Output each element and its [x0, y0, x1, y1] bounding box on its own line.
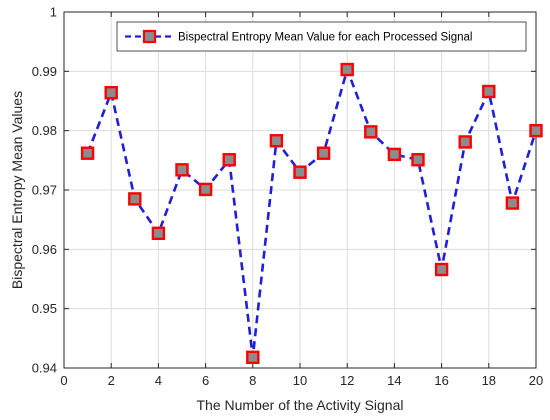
x-tick-label: 20: [529, 373, 543, 388]
y-tick-label: 1: [50, 5, 57, 20]
legend-label: Bispectral Entropy Mean Value for each P…: [178, 32, 472, 44]
data-point-marker: [482, 84, 496, 99]
data-point-marker: [246, 350, 260, 365]
y-tick-label: 0.95: [32, 301, 57, 316]
x-tick-label: 2: [108, 373, 115, 388]
legend-box: [116, 21, 527, 52]
x-tick-label: 8: [249, 373, 256, 388]
data-point-marker: [505, 196, 520, 210]
data-point-marker: [198, 182, 213, 197]
data-point-marker: [104, 85, 118, 100]
x-axis-title: The Number of the Activity Signal: [197, 397, 404, 413]
data-point-marker: [80, 146, 95, 160]
x-tick-label: 14: [387, 373, 401, 388]
data-point-marker: [387, 147, 402, 162]
x-tick-label: 10: [293, 373, 307, 388]
y-tick-label: 0.96: [32, 242, 57, 257]
legend: Bispectral Entropy Mean Value for each P…: [116, 21, 527, 52]
y-tick-label: 0.98: [32, 123, 57, 138]
series: [80, 62, 543, 365]
y-tick-label: 0.97: [32, 183, 57, 198]
data-point-marker: [175, 163, 189, 177]
legend-marker: [142, 29, 157, 44]
x-tick-label: 12: [340, 373, 354, 388]
data-point-marker: [151, 226, 166, 241]
data-point-marker: [458, 135, 472, 149]
x-tick-label: 4: [155, 373, 162, 388]
data-point-marker: [364, 125, 378, 139]
x-tick-label: 0: [60, 373, 67, 388]
data-point-marker: [222, 153, 236, 167]
x-tick-label: 18: [482, 373, 496, 388]
data-point-marker: [340, 62, 354, 77]
data-point-marker: [269, 134, 284, 148]
data-point-marker: [529, 123, 543, 138]
x-tick-label: 6: [202, 373, 209, 388]
y-tick-label: 0.99: [32, 64, 57, 79]
plot-area: [63, 11, 543, 369]
tick-marks: [63, 11, 537, 369]
x-tick-label: 16: [434, 373, 448, 388]
data-point-marker: [434, 262, 449, 277]
data-point-marker: [316, 146, 331, 160]
data-point-marker: [128, 192, 142, 206]
tick-labels: 0 2 4 6 8 10 12 14 16 18 20 0.94 0.95 0.96 0.97 0.98 0.9…: [32, 5, 544, 389]
data-point-marker: [411, 153, 425, 167]
data-point-marker: [293, 165, 307, 179]
y-tick-label: 0.94: [32, 361, 57, 376]
y-axis-title: Bispectral Entropy Mean Values: [9, 91, 25, 289]
series-line: [86, 68, 538, 359]
